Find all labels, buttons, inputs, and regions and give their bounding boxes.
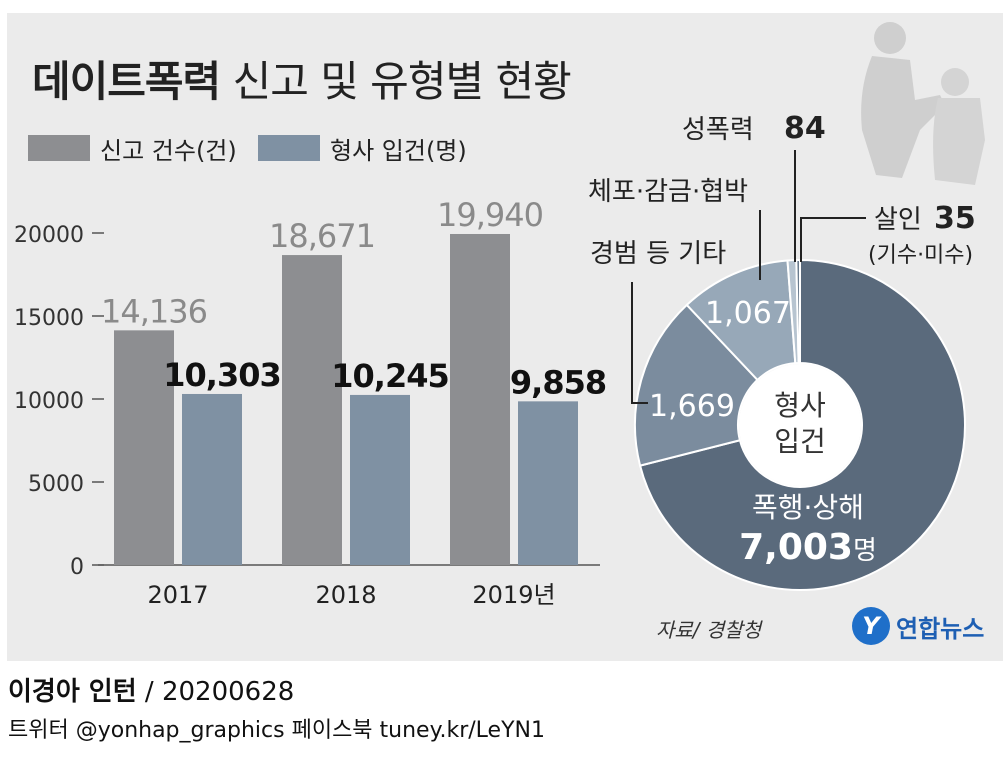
data-label-booked: 10,303	[163, 356, 280, 394]
legend-item-reports: 신고 건수(건)	[28, 132, 237, 165]
slice-name-label: 살인	[874, 205, 922, 235]
bar-booked	[350, 394, 410, 565]
donut-slice	[634, 303, 759, 467]
slice-value: 7,003	[739, 527, 853, 568]
source-text: 자료/ 경찰청	[656, 618, 762, 642]
bar-booked	[182, 393, 242, 565]
slice-name-label: 경범 등 기타	[590, 239, 726, 269]
donut-hole	[739, 364, 861, 486]
leader-line	[631, 282, 648, 404]
silhouette-adult-body	[861, 56, 945, 178]
slice-unit: 명	[853, 536, 877, 566]
slice-value-label: 1,669	[649, 389, 735, 424]
title-bold: 데이트폭력	[32, 57, 221, 106]
slice-value-label: 1,067	[705, 296, 791, 331]
y-tick-label: 10000	[14, 389, 84, 414]
slice-value-label: 84	[784, 111, 826, 146]
x-tick-label: 2019년	[472, 581, 555, 609]
data-label-reports: 19,940	[437, 196, 543, 234]
slice-name-label: 성폭력	[682, 115, 754, 145]
donut-center-label: 형사	[774, 389, 826, 422]
logo-text: 연합뉴스	[896, 614, 985, 643]
x-tick-label: 2017	[147, 581, 208, 609]
legend-swatch-booked	[258, 135, 320, 161]
y-tick-label: 0	[70, 555, 84, 580]
yonhap-logo: Y 연합뉴스	[852, 607, 984, 645]
credit-author: 이경아 인턴	[8, 677, 137, 707]
data-label-reports: 18,671	[269, 217, 375, 255]
title-rest: 신고 및 유형별 현황	[232, 57, 572, 106]
slice-value-label: 35	[934, 201, 976, 236]
legend-item-booked: 형사 입건(명)	[258, 132, 467, 165]
data-label-reports: 14,136	[101, 292, 207, 330]
slice-sub-label: (기수·미수)	[868, 243, 973, 268]
y-tick-label: 5000	[28, 472, 84, 497]
legend-swatch-reports	[28, 135, 90, 161]
bar-reports	[450, 233, 510, 565]
y-tick-label: 20000	[14, 223, 84, 248]
donut-slice	[638, 258, 966, 591]
social-line: 트위터 @yonhap_graphics 페이스북 tuney.kr/LeYN1	[8, 718, 545, 743]
slice-name-label: 폭행·상해	[752, 491, 864, 524]
legend-label-reports: 신고 건수(건)	[100, 136, 237, 165]
y-tick-label: 15000	[14, 306, 84, 331]
legend-label-booked: 형사 입건(명)	[330, 136, 467, 165]
slice-value-label: 7,003명	[739, 527, 877, 568]
bar-reports	[114, 330, 174, 565]
credit-line: 이경아 인턴 / 20200628	[8, 671, 294, 708]
data-label-booked: 10,245	[331, 357, 448, 395]
leader-line	[800, 217, 866, 262]
slice-name-label: 체포·감금·협박	[588, 177, 748, 207]
credit-date: / 20200628	[136, 677, 295, 707]
data-label-booked: 9,858	[510, 363, 606, 401]
logo-mark-icon: Y	[852, 607, 890, 645]
bar-reports	[282, 255, 342, 565]
bar-booked	[518, 401, 578, 565]
silhouette-child-body	[933, 98, 985, 185]
donut-center-label: 입건	[774, 425, 826, 458]
silhouette-child-head	[941, 68, 969, 96]
donut-slice	[795, 258, 801, 365]
page-title: 데이트폭력 신고 및 유형별 현황	[32, 48, 572, 109]
silhouette-adult-head	[874, 22, 906, 54]
x-tick-label: 2018	[315, 581, 376, 609]
